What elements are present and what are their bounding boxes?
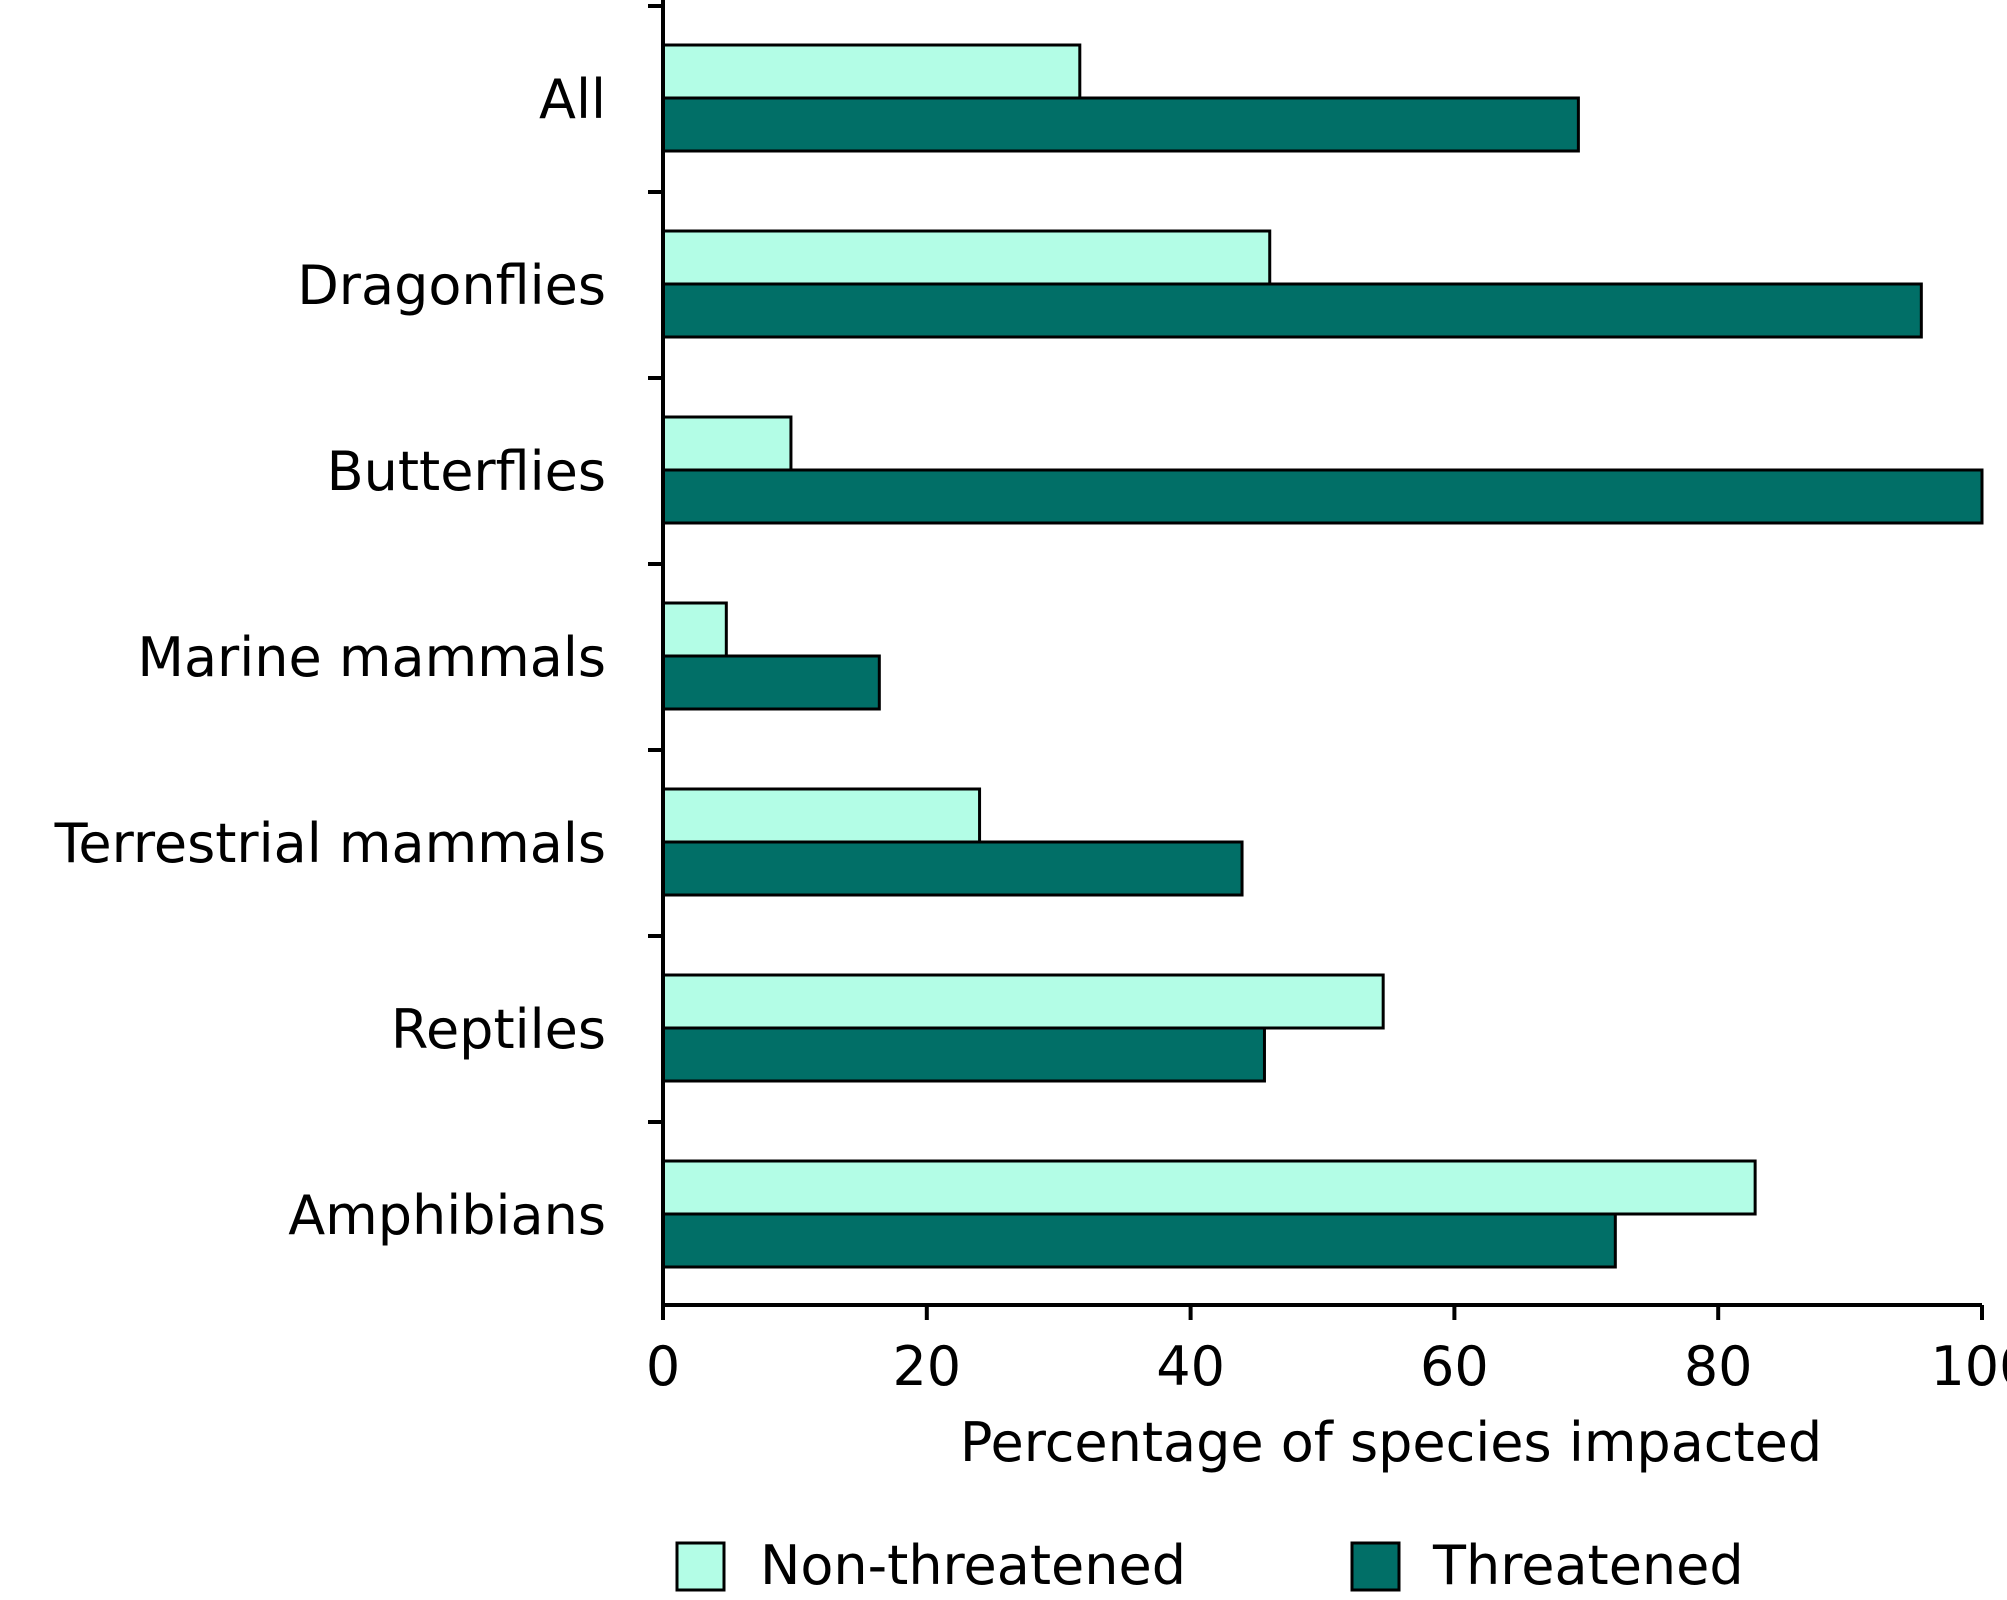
bar-terrestrial-mammals-threatened [661,840,1244,897]
x-axis-title: Percentage of species impacted [960,1411,1822,1474]
x-tick-label-60: 60 [1420,1335,1489,1398]
legend-swatch-threatened [1350,1541,1401,1592]
bars-layer [661,43,1984,1269]
x-tick-label-40: 40 [1156,1335,1225,1398]
x-tick-label-80: 80 [1684,1335,1753,1398]
axes-layer [648,0,1984,1320]
bar-marine-mammals-non-threatened [661,601,728,658]
bar-amphibians-threatened [661,1212,1617,1269]
bar-butterflies-non-threatened [661,415,793,472]
category-label-dragonflies: Dragonflies [297,254,606,317]
bar-dragonflies-threatened [661,282,1923,339]
labels-layer: All Dragonflies Butterflies Marine mammals T… [54,68,2007,1474]
bar-butterflies-threatened [661,468,1984,525]
category-label-amphibians: Amphibians [288,1184,606,1247]
bar-terrestrial-mammals-non-threatened [661,787,982,844]
category-label-all: All [539,68,606,131]
bar-all-non-threatened [661,43,1082,100]
x-tick-label-0: 0 [646,1335,680,1398]
legend-swatch-non-threatened [675,1541,726,1592]
bar-reptiles-threatened [661,1026,1266,1083]
bar-dragonflies-non-threatened [661,229,1272,286]
category-label-reptiles: Reptiles [391,998,606,1061]
legend: Non-threatened Threatened [675,1534,1744,1597]
bar-amphibians-non-threatened [661,1159,1757,1216]
bar-reptiles-non-threatened [661,973,1385,1030]
category-label-marine-mammals: Marine mammals [137,626,606,689]
category-label-butterflies: Butterflies [327,440,606,503]
x-tick-label-20: 20 [892,1335,961,1398]
legend-label-threatened: Threatened [1432,1534,1744,1595]
legend-label-non-threatened: Non-threatened [760,1534,1186,1595]
bar-all-threatened [661,96,1580,153]
x-tick-label-100: 100 [1930,1335,2007,1398]
bar-marine-mammals-threatened [661,654,881,711]
category-label-terrestrial-mammals: Terrestrial mammals [54,812,606,875]
